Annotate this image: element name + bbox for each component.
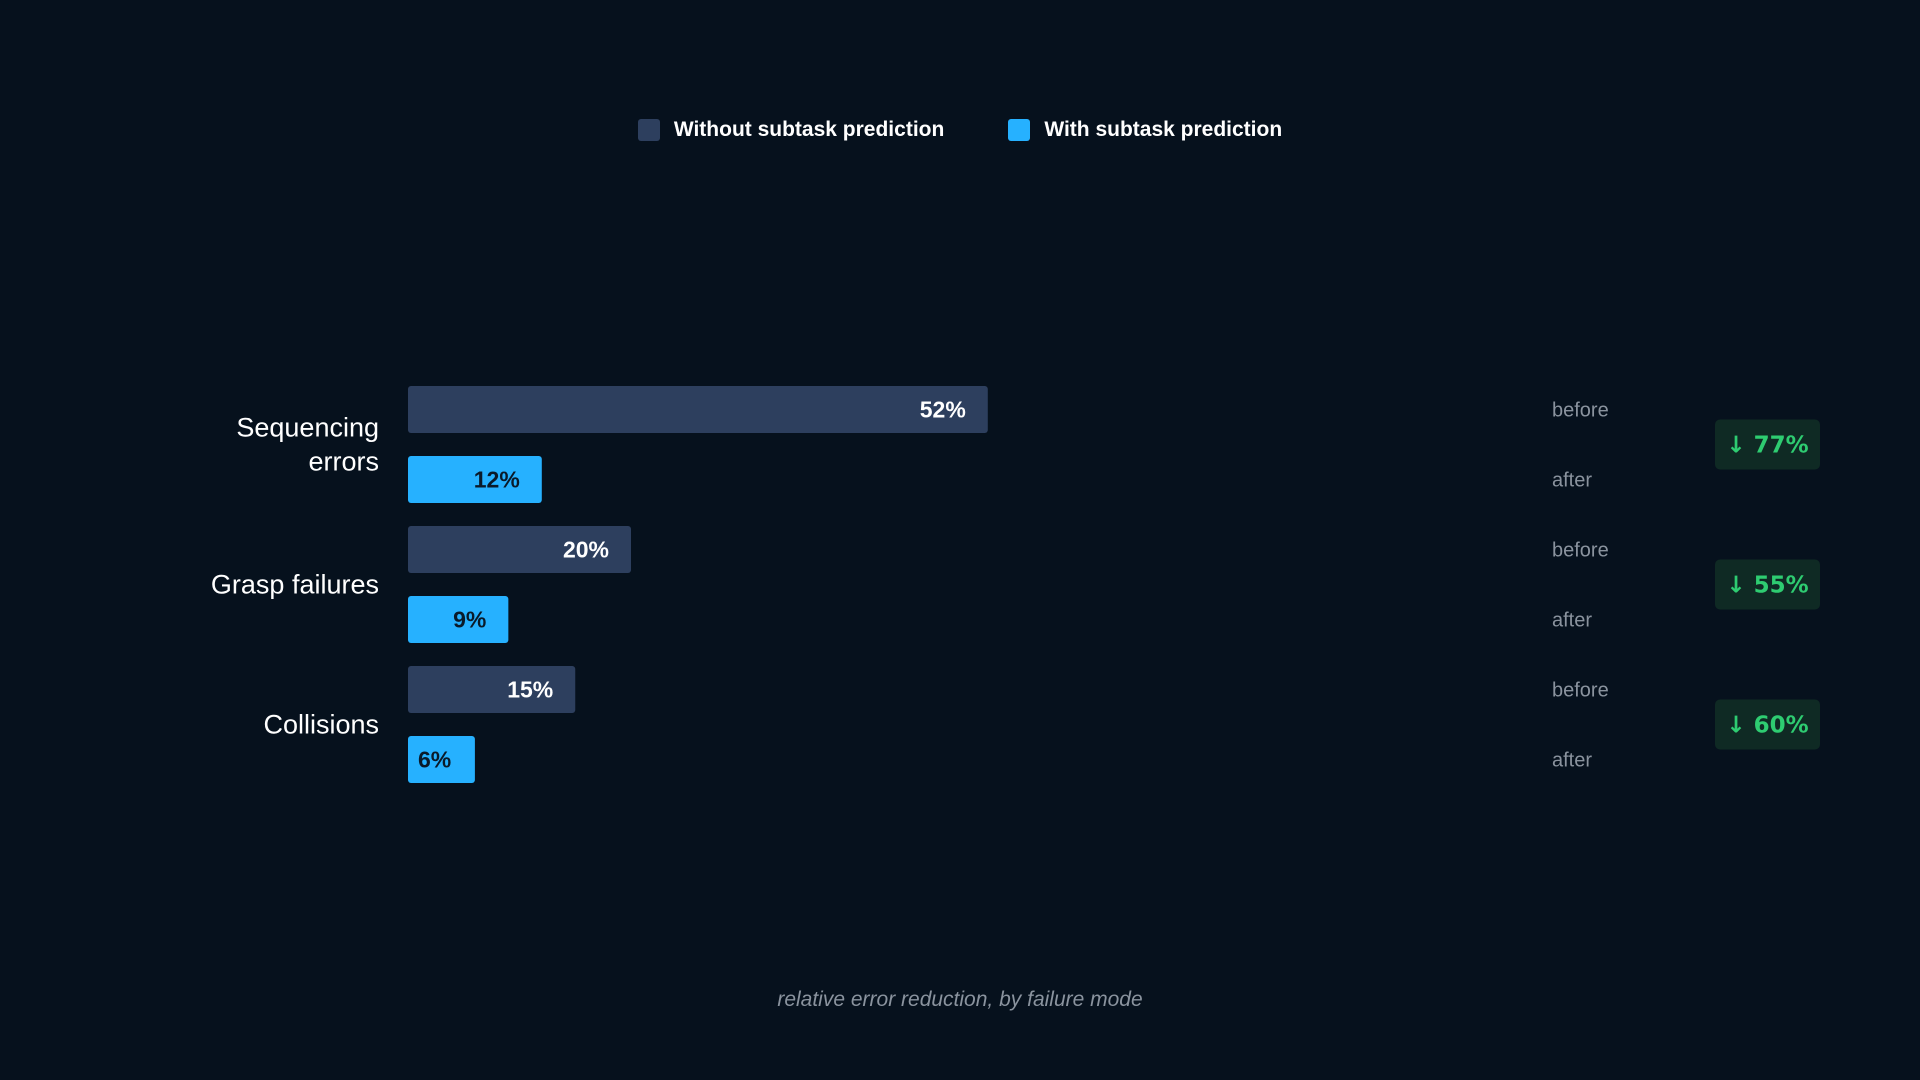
legend: Without subtask prediction With subtask … [0, 118, 1920, 142]
row-side-label: before [1552, 540, 1609, 562]
chart-caption: relative error reduction, by failure mod… [777, 988, 1143, 1011]
category-label: Collisions [263, 710, 379, 740]
bar-before [408, 386, 988, 433]
legend-item-with: With subtask prediction [1008, 118, 1282, 142]
bar-value-label: 52% [920, 397, 966, 423]
legend-swatch-with [1008, 119, 1031, 141]
reduction-badge [1715, 419, 1820, 470]
legend-item-without: Without subtask prediction [637, 118, 945, 142]
bar-value-label: 6% [418, 747, 451, 773]
row-side-label: before [1552, 400, 1609, 422]
bar-value-label: 9% [453, 607, 486, 633]
row-side-label: before [1552, 680, 1609, 702]
bar-before [408, 666, 576, 713]
reduction-badge [1715, 559, 1820, 610]
legend-label-without: Without subtask prediction [673, 118, 945, 141]
bar-after [408, 736, 475, 783]
reduction-badge [1715, 699, 1820, 750]
category-label: errors [308, 447, 379, 477]
legend-swatch-without [637, 119, 660, 141]
bar-after [408, 596, 509, 643]
category-label: Grasp failures [211, 570, 379, 600]
row-side-label: after [1552, 470, 1592, 492]
bar-value-label: 12% [474, 467, 520, 493]
reduction-badge-label: ↓ 77% [1726, 433, 1808, 459]
reduction-badge-label: ↓ 55% [1726, 573, 1808, 599]
bar-value-label: 15% [507, 677, 553, 703]
category-label: Sequencing [236, 413, 379, 443]
bar-after [408, 456, 542, 503]
legend-label-with: With subtask prediction [1044, 118, 1283, 141]
row-side-label: after [1552, 610, 1592, 632]
row-side-label: after [1552, 750, 1592, 772]
reduction-badge-label: ↓ 60% [1726, 713, 1808, 739]
bar-before [408, 526, 631, 573]
bar-value-label: 20% [563, 537, 609, 563]
